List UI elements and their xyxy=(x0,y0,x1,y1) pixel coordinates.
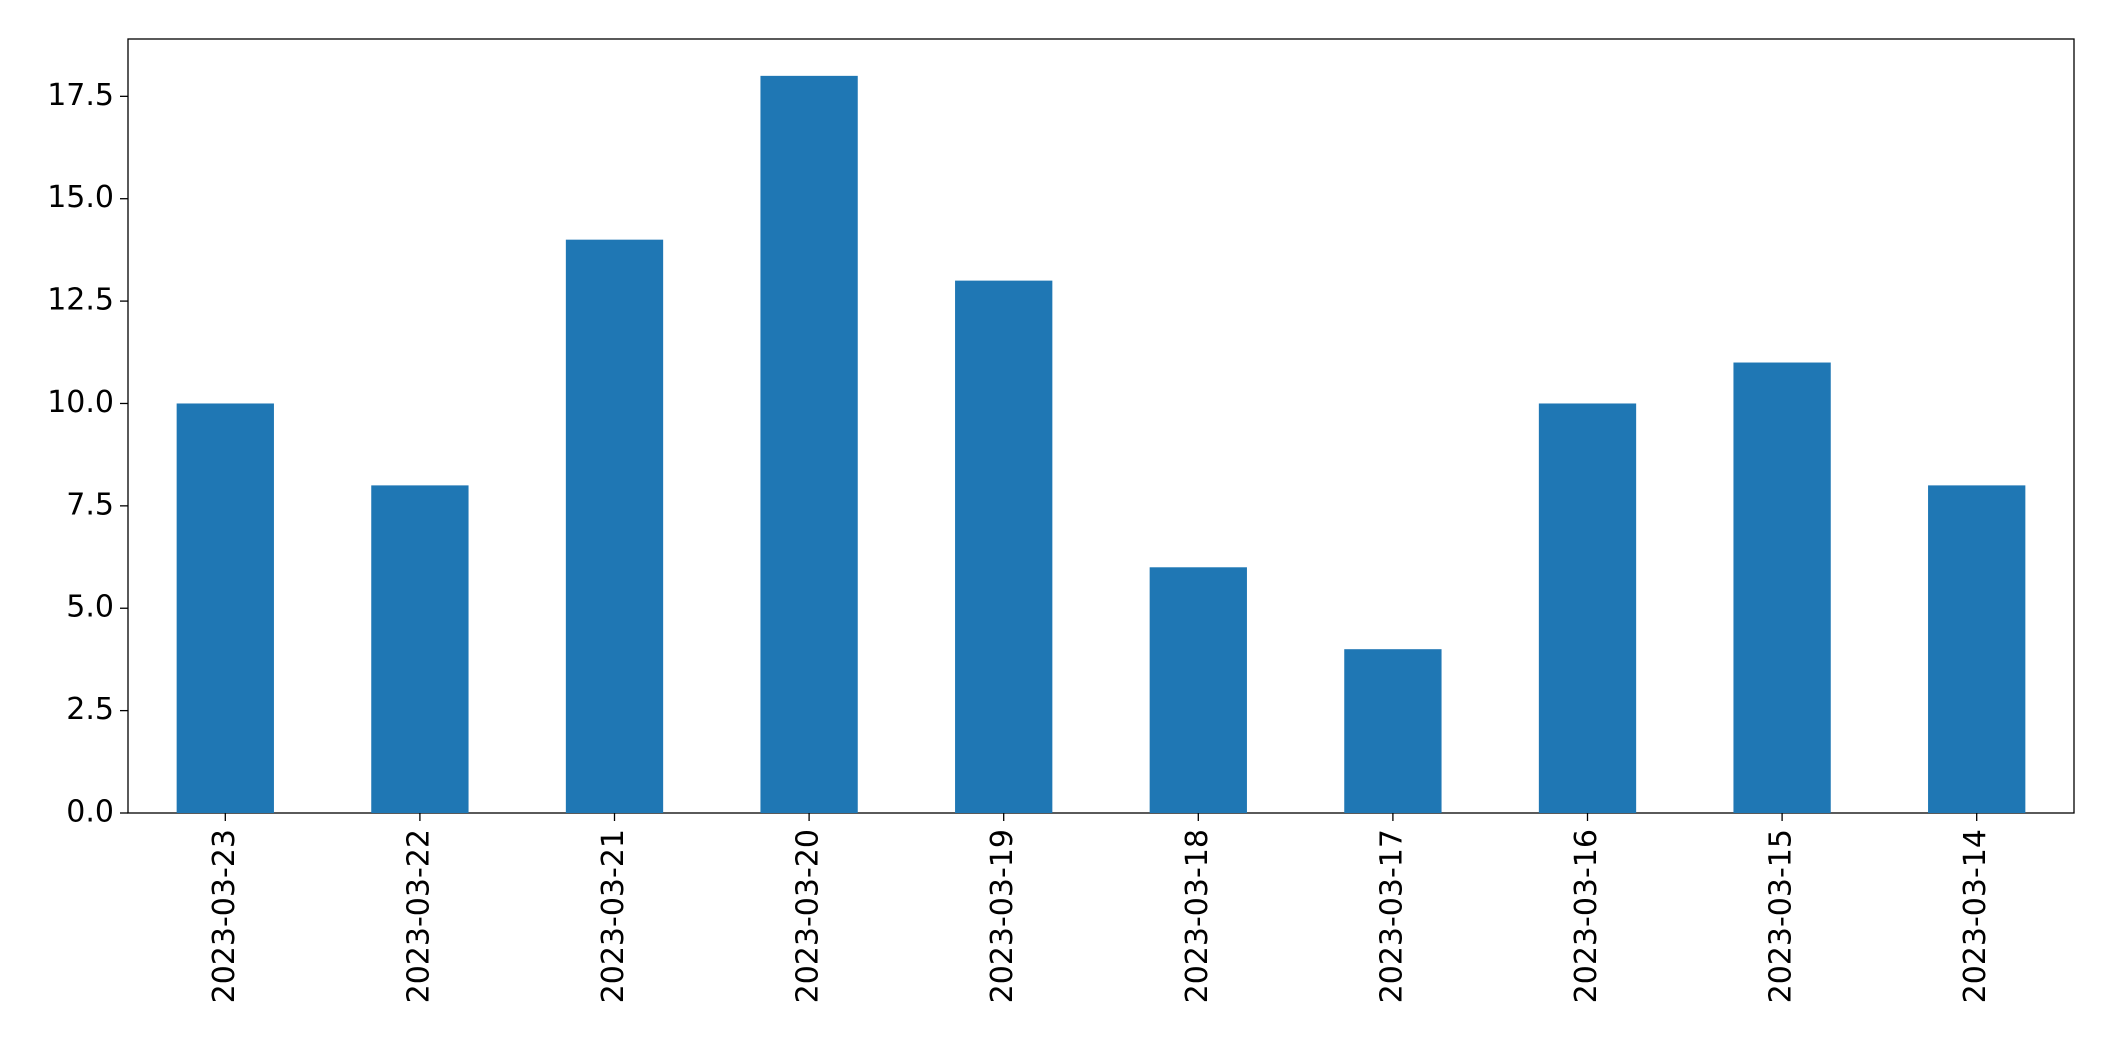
bar xyxy=(565,239,664,813)
y-tick-label: 5.0 xyxy=(66,590,114,625)
x-tick-label: 2023-03-17 xyxy=(1374,829,1409,1003)
x-tick-label: 2023-03-14 xyxy=(1958,829,1993,1003)
y-tick-label: 0.0 xyxy=(66,795,114,830)
y-tick-label: 12.5 xyxy=(47,283,114,318)
y-tick-label: 15.0 xyxy=(47,180,114,215)
plot-frame xyxy=(127,38,2075,814)
x-tick-label: 2023-03-23 xyxy=(207,829,242,1003)
bar xyxy=(371,485,469,813)
x-tick-label: 2023-03-21 xyxy=(596,829,631,1003)
bar xyxy=(1733,362,1831,813)
bar xyxy=(1149,567,1247,813)
y-tick-label: 2.5 xyxy=(66,692,114,727)
y-tick-label: 10.0 xyxy=(47,385,114,420)
bar xyxy=(760,75,858,814)
x-tick-label: 2023-03-18 xyxy=(1180,829,1215,1003)
bar xyxy=(176,403,274,813)
bar xyxy=(1928,485,2026,813)
x-tick-label: 2023-03-16 xyxy=(1569,829,1604,1003)
bar xyxy=(1344,649,1442,813)
x-tick-label: 2023-03-20 xyxy=(791,829,826,1003)
bar xyxy=(1538,403,1637,813)
x-tick-label: 2023-03-19 xyxy=(985,829,1020,1003)
y-tick-label: 7.5 xyxy=(66,487,114,522)
x-tick-label: 2023-03-15 xyxy=(1764,829,1799,1003)
y-tick-label: 17.5 xyxy=(47,78,114,113)
bar xyxy=(955,280,1053,814)
x-tick-label: 2023-03-22 xyxy=(401,829,436,1003)
